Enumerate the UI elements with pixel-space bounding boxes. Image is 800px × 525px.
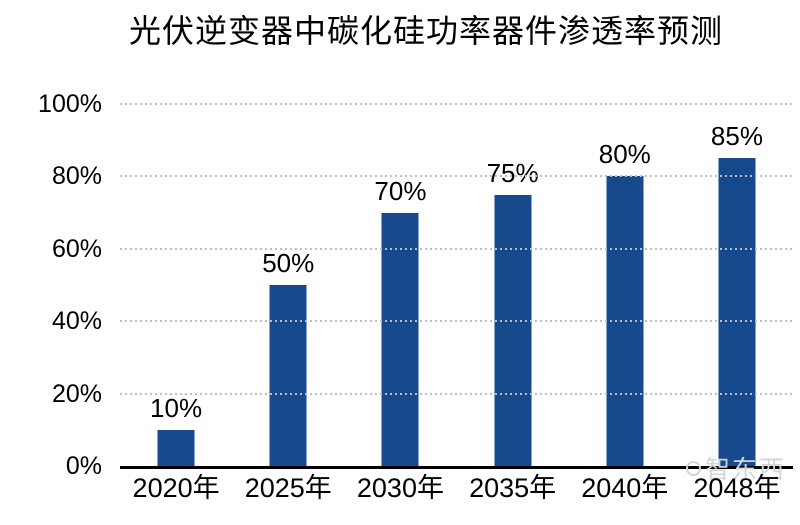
gridline — [120, 103, 793, 105]
y-axis-tick-label: 20% — [51, 379, 102, 408]
bars-row: 10% 50% 70% 75% 80% 85% — [120, 104, 793, 466]
y-axis-tick-label: 100% — [38, 90, 102, 118]
gridline — [120, 175, 793, 178]
gridline — [120, 247, 793, 250]
watermark: 智东西 — [686, 450, 786, 486]
gridline — [120, 392, 793, 395]
y-axis-tick-label: 40% — [51, 307, 102, 336]
bar-slot: 10% — [120, 104, 232, 466]
bar — [157, 429, 195, 466]
bar-slot: 75% — [457, 104, 569, 466]
bar-value-label: 85% — [710, 121, 763, 152]
chart-title: 光伏逆变器中碳化硅功率器件渗透率预测 — [128, 13, 723, 49]
bar-value-label: 10% — [150, 392, 203, 423]
bar-value-label: 50% — [262, 248, 315, 278]
gridline — [120, 320, 793, 323]
y-axis-tick-label: 60% — [51, 234, 102, 263]
bar-value-label: 75% — [486, 157, 539, 188]
x-axis-tick-label: 2025年 — [244, 473, 332, 503]
x-axis-tick-label: 2030年 — [356, 473, 444, 503]
x-axis-tick-label: 2020年 — [132, 473, 220, 503]
bar-slot: 50% — [232, 104, 344, 466]
bar-value-label: 80% — [598, 139, 651, 170]
watermark-logo-icon — [686, 460, 701, 476]
plot-area: 10% 50% 70% 75% 80% 85% — [120, 103, 793, 469]
y-axis-labels: 0% 20% 40% 60% 80% 100% — [0, 0, 102, 525]
y-axis-tick-label: 80% — [51, 162, 102, 191]
bar — [269, 285, 307, 466]
bar — [718, 158, 756, 466]
watermark-text: 智东西 — [705, 456, 787, 484]
bar-value-label: 70% — [374, 175, 427, 206]
x-axis-tick-label: 2040年 — [581, 473, 669, 503]
bar-slot: 70% — [344, 104, 456, 466]
x-axis-tick-label: 2035年 — [469, 473, 557, 503]
x-axis-tick-label: 2048年 — [693, 473, 781, 503]
bar-slot: 85% — [681, 104, 793, 466]
bar-slot: 80% — [569, 104, 681, 466]
bar — [494, 194, 532, 466]
x-axis-labels: 2020年 2025年 2030年 2035年 2040年 2048年 — [120, 473, 793, 503]
y-axis-tick-label: 0% — [65, 452, 102, 480]
bar — [381, 212, 419, 466]
